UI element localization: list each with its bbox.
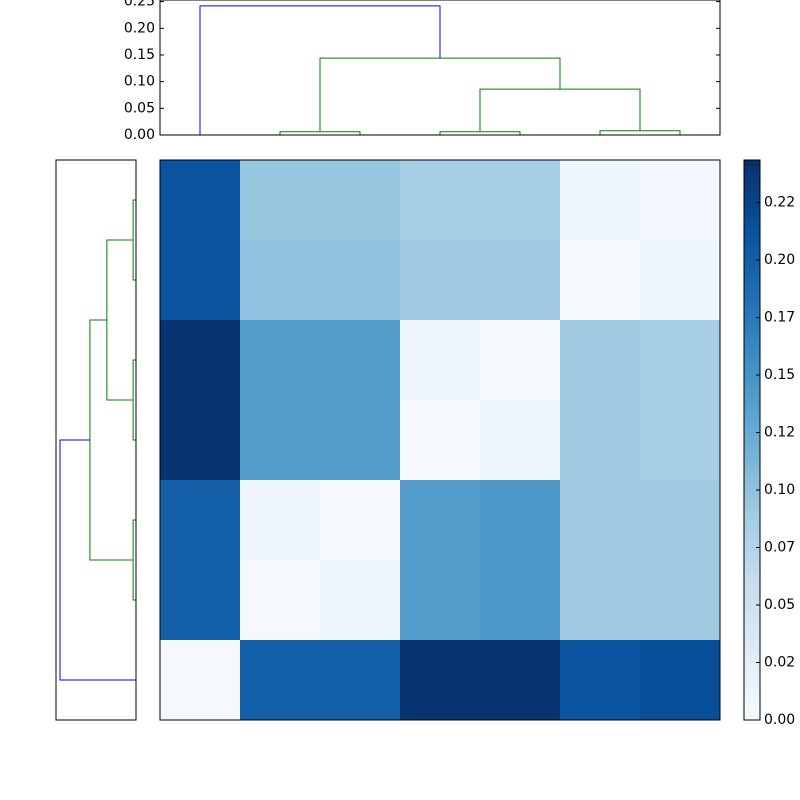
y-tick-label: 0.10: [124, 74, 155, 90]
heatmap-cell: [640, 480, 721, 561]
heatmap-cell: [560, 320, 641, 401]
heatmap-cell: [320, 240, 401, 321]
heatmap-cell: [560, 160, 641, 241]
heatmap-cell: [320, 560, 401, 641]
heatmap-cell: [400, 240, 481, 321]
dendrogram-link: [319, 57, 561, 132]
colorbar: [743, 159, 761, 721]
colorbar-tick-label: 0.07: [764, 540, 795, 556]
y-tick-label: 0.05: [124, 100, 155, 116]
colorbar-tick-label: 0.15: [764, 367, 795, 383]
dendrogram-link: [599, 130, 681, 135]
heatmap-cell: [640, 400, 721, 481]
colorbar-tick-label: 0.00: [764, 712, 795, 728]
dendrogram-link: [106, 239, 134, 401]
heatmap-cell: [480, 400, 561, 481]
dendrogram-frame: [159, 0, 721, 136]
heatmap-cell: [240, 560, 321, 641]
heatmap-cell: [320, 640, 401, 721]
y-tick-label: 0.15: [124, 47, 155, 63]
heatmap-cell: [560, 480, 641, 561]
dendrogram-link: [89, 319, 134, 561]
colorbar-tick-label: 0.10: [764, 482, 795, 498]
heatmap-cell: [240, 320, 321, 401]
heatmap-cell: [160, 640, 241, 721]
heatmap-cell: [240, 640, 321, 721]
heatmap-cell: [160, 400, 241, 481]
heatmap-cell: [480, 160, 561, 241]
heatmap-cell: [160, 320, 241, 401]
heatmap-frame: [159, 159, 721, 721]
heatmap-cell: [560, 560, 641, 641]
y-tick-label: 0.25: [124, 0, 155, 10]
colorbar-tick-label: 0.20: [764, 252, 795, 268]
heatmap-cell: [320, 400, 401, 481]
heatmap-cell: [240, 400, 321, 481]
heatmap-cell: [560, 640, 641, 721]
dendrogram-link: [479, 88, 641, 132]
colorbar-tick-label: 0.05: [764, 597, 795, 613]
heatmap-cell: [640, 160, 721, 241]
heatmap-cell: [400, 400, 481, 481]
heatmap-cell: [320, 480, 401, 561]
heatmap-cell: [480, 560, 561, 641]
heatmap-cell: [160, 240, 241, 321]
heatmap-cell: [240, 160, 321, 241]
heatmap-cell: [560, 400, 641, 481]
heatmap-cell: [320, 320, 401, 401]
heatmap-cell: [640, 320, 721, 401]
heatmap-cell: [240, 480, 321, 561]
heatmap-cell: [160, 160, 241, 241]
colorbar-tick-label: 0.12: [764, 425, 795, 441]
colorbar-tick-label: 0.17: [764, 310, 795, 326]
dendrogram-link: [59, 439, 136, 681]
heatmap-cell: [480, 640, 561, 721]
colorbar-tick-label: 0.22: [764, 195, 795, 211]
heatmap-cell: [560, 240, 641, 321]
colorbar-tick-label: 0.02: [764, 655, 795, 671]
heatmap-cell: [160, 560, 241, 641]
heatmap-cell: [400, 320, 481, 401]
heatmap-cell: [480, 240, 561, 321]
dendrogram-frame: [55, 159, 137, 721]
heatmap-cell: [400, 160, 481, 241]
heatmap-cell: [480, 480, 561, 561]
heatmap-cell: [640, 560, 721, 641]
heatmap-cell: [640, 640, 721, 721]
heatmap-cell: [480, 320, 561, 401]
heatmap-cell: [400, 560, 481, 641]
heatmap-cell: [400, 640, 481, 721]
heatmap-cell: [160, 480, 241, 561]
heatmap-cell: [640, 240, 721, 321]
y-tick-label: 0.00: [124, 127, 155, 143]
dendrogram-link: [199, 5, 441, 135]
heatmap-cell: [400, 480, 481, 561]
y-tick-label: 0.20: [124, 20, 155, 36]
heatmap-cell: [240, 240, 321, 321]
heatmap-cell: [320, 160, 401, 241]
